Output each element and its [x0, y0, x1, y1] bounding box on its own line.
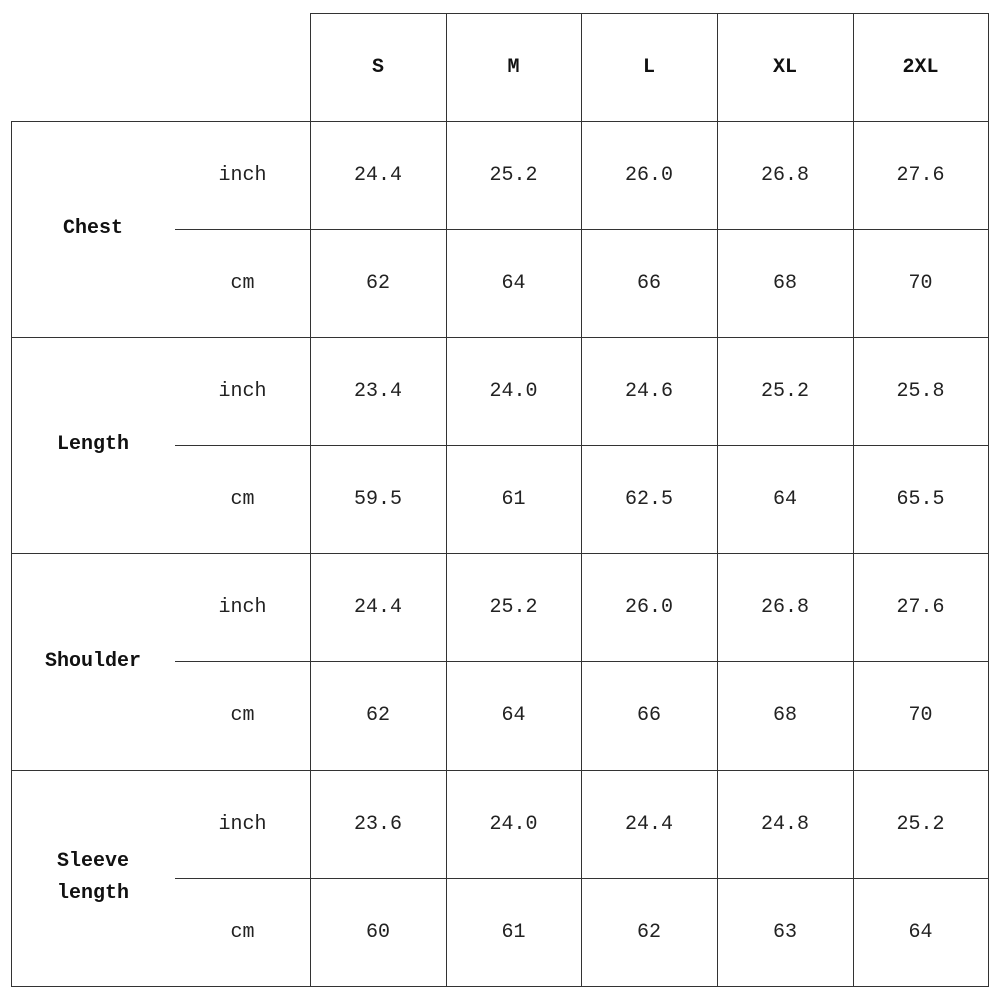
- table-cell: 59.5: [353, 487, 402, 511]
- top-border: [310, 13, 989, 15]
- unit-label: cm: [230, 487, 255, 511]
- table-cell: 64: [501, 271, 526, 295]
- table-cell: 24.4: [353, 163, 402, 187]
- size-header-xl: XL: [772, 55, 797, 79]
- table-cell: 62: [365, 271, 390, 295]
- table-cell: 64: [501, 704, 526, 727]
- table-cell: 65.5: [896, 487, 945, 511]
- table-cell: 24.4: [624, 812, 673, 836]
- table-cell: 26.0: [624, 595, 673, 619]
- unit-label: cm: [230, 704, 255, 727]
- column-divider: [988, 13, 990, 986]
- table-cell: 61: [501, 487, 526, 511]
- table-cell: 24.4: [353, 595, 402, 619]
- unit-divider: [175, 229, 989, 231]
- table-cell: 25.8: [896, 379, 945, 403]
- table-cell: 25.2: [489, 163, 538, 187]
- table-cell: 68: [772, 271, 797, 295]
- measurement-label: Chest: [62, 217, 123, 240]
- group-divider: [11, 337, 989, 339]
- group-divider: [11, 553, 989, 555]
- measurement-label: Shoulder: [44, 649, 141, 673]
- group-divider: [11, 770, 989, 772]
- unit-label: inch: [218, 812, 267, 836]
- table-cell: 68: [772, 704, 797, 727]
- table-cell: 23.4: [353, 379, 402, 403]
- table-cell: 24.0: [489, 812, 538, 836]
- table-cell: 26.0: [624, 163, 673, 187]
- table-cell: 66: [636, 704, 661, 727]
- group-divider: [11, 986, 989, 988]
- unit-label: cm: [230, 920, 255, 944]
- table-cell: 24.0: [489, 379, 538, 403]
- table-cell: 61: [501, 920, 526, 944]
- unit-label: inch: [218, 163, 267, 187]
- measurement-label: Length: [56, 433, 129, 456]
- table-cell: 62: [365, 704, 390, 727]
- table-cell: 25.2: [760, 379, 809, 403]
- size-header-s: S: [371, 55, 384, 79]
- table-cell: 70: [908, 704, 933, 727]
- unit-divider: [175, 661, 989, 663]
- table-cell: 26.8: [760, 163, 809, 187]
- group-divider: [11, 121, 989, 123]
- unit-label: inch: [218, 595, 267, 619]
- table-cell: 70: [908, 271, 933, 295]
- table-cell: 27.6: [896, 163, 945, 187]
- table-cell: 25.2: [896, 812, 945, 836]
- unit-label: inch: [218, 379, 267, 403]
- table-cell: 24.8: [760, 812, 809, 836]
- unit-divider: [175, 878, 989, 880]
- column-divider: [717, 13, 719, 986]
- column-divider: [310, 13, 312, 986]
- table-cell: 64: [908, 920, 933, 944]
- size-header-m: M: [507, 55, 520, 79]
- table-cell: 63: [772, 920, 797, 944]
- table-cell: 62: [636, 920, 661, 944]
- table-cell: 66: [636, 271, 661, 295]
- table-cell: 25.2: [489, 595, 538, 619]
- measurement-label: Sleeve length: [56, 850, 129, 905]
- table-cell: 23.6: [353, 812, 402, 836]
- table-cell: 62.5: [624, 487, 673, 511]
- column-divider: [446, 13, 448, 986]
- table-cell: 26.8: [760, 595, 809, 619]
- unit-label: cm: [230, 271, 255, 295]
- column-divider: [853, 13, 855, 986]
- table-cell: 27.6: [896, 595, 945, 619]
- table-cell: 60: [365, 920, 390, 944]
- size-header-l: L: [642, 55, 655, 79]
- column-divider: [581, 13, 583, 986]
- table-cell: 24.6: [624, 379, 673, 403]
- size-header-2xl: 2XL: [902, 55, 939, 79]
- unit-divider: [175, 445, 989, 447]
- table-cell: 64: [772, 487, 797, 511]
